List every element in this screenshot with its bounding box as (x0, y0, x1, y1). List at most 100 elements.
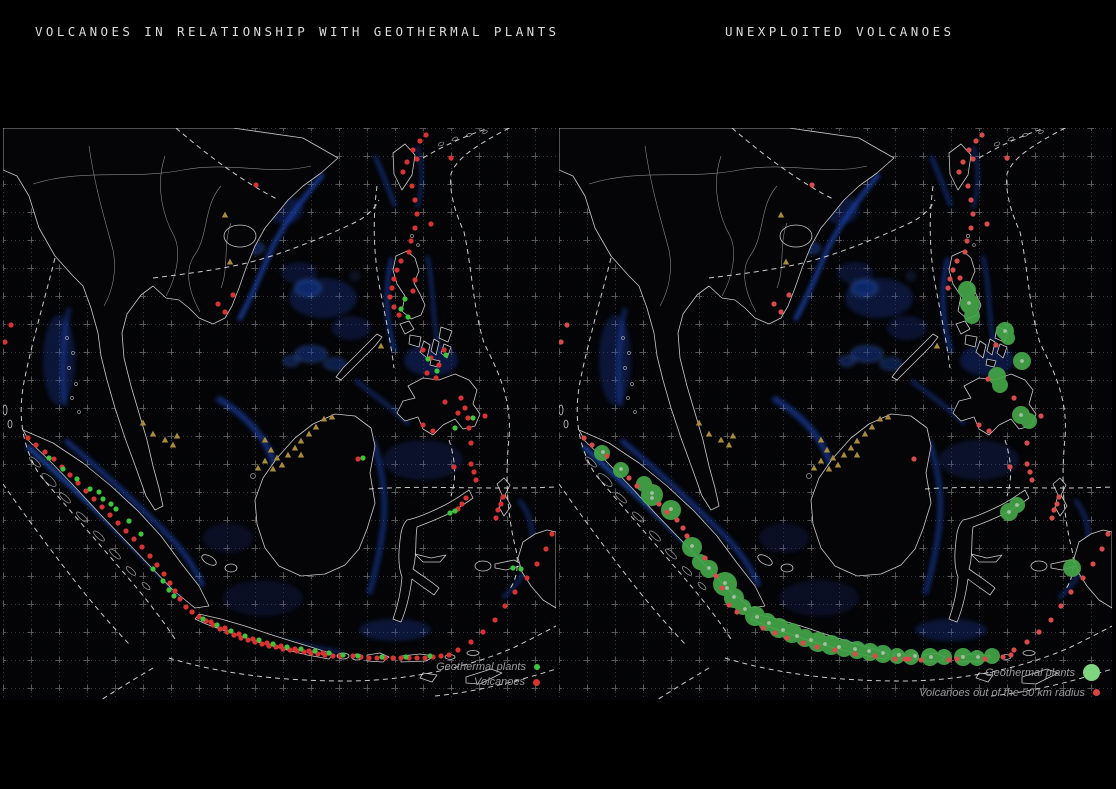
volcano-marker (91, 496, 97, 502)
geothermal-marker (360, 455, 366, 461)
volcano-marker (433, 375, 439, 381)
volcano-out-marker (973, 138, 979, 144)
volcano-marker (410, 288, 416, 294)
volcano-out-marker (702, 555, 708, 561)
volcano-out-marker (1008, 652, 1014, 658)
triangle-marker (278, 461, 286, 468)
volcano-marker (278, 643, 284, 649)
geothermal-marker (447, 510, 453, 516)
volcano-marker (422, 655, 428, 661)
volcano-out-marker (674, 517, 680, 523)
volcano-marker (391, 276, 397, 282)
legend-item-volcanoes: Volcanoes (436, 675, 540, 689)
covered-volcano-marker (743, 607, 747, 611)
covered-volcano-marker (619, 467, 623, 471)
volcano-out-marker (1068, 589, 1074, 595)
volcano-marker (473, 477, 479, 483)
volcano-marker (543, 546, 549, 552)
volcano-out-marker (1007, 464, 1013, 470)
volcano-out-marker (589, 442, 595, 448)
covered-volcano-marker (1003, 329, 1007, 333)
geothermal-marker (398, 306, 404, 312)
geothermal-marker (452, 508, 458, 514)
covered-volcano-marker (1020, 359, 1024, 363)
volcano-marker (67, 472, 73, 478)
triangle-marker (725, 441, 733, 448)
geothermal-zone-icon (1083, 664, 1100, 681)
volcano-marker (139, 544, 145, 550)
triangle-marker (261, 436, 269, 443)
covered-volcano-marker (781, 628, 785, 632)
volcano-marker (222, 309, 228, 315)
legend-label: Volcanoes (474, 676, 525, 688)
volcano-out-marker (684, 533, 690, 539)
geothermal-marker (214, 622, 220, 628)
volcano-out-marker (976, 422, 982, 428)
triangle-marker (933, 342, 941, 349)
triangle-marker (254, 464, 262, 471)
volcano-marker (99, 504, 105, 510)
volcano-out-marker (832, 647, 838, 653)
volcano-out-marker (814, 644, 820, 650)
volcano-out-marker (1029, 477, 1035, 483)
volcano-out-marker (664, 509, 670, 515)
volcano-out-marker (1048, 617, 1054, 623)
geothermal-marker (74, 476, 80, 482)
volcano-marker (465, 415, 471, 421)
volcano-out-marker (809, 182, 815, 188)
covered-volcano-marker (601, 450, 605, 454)
volcano-out-marker (1080, 575, 1086, 581)
volcano-marker (366, 655, 372, 661)
triangle-marker (729, 432, 737, 439)
volcano-marker (471, 469, 477, 475)
covered-volcano-marker (976, 655, 980, 659)
volcano-marker (172, 588, 178, 594)
volcano-marker (306, 648, 312, 654)
covered-volcano-marker (867, 649, 871, 653)
triangle-marker (261, 457, 269, 464)
legend-label: Volcanoes out of the 50 km radius (919, 686, 1085, 699)
volcano-marker (468, 461, 474, 467)
volcano-marker (238, 635, 244, 641)
volcano-marker (390, 655, 396, 661)
geothermal-markers (46, 296, 524, 660)
triangle-marker (876, 415, 884, 422)
triangle-marker (312, 423, 320, 430)
triangle-markers (695, 211, 941, 472)
covered-volcano-marker (967, 301, 971, 305)
volcano-out-marker (964, 238, 970, 244)
legend-label: Geothermal plants (985, 666, 1075, 679)
triangle-marker (847, 444, 855, 451)
legend-item-geothermal: Geothermal plants (436, 660, 540, 674)
volcano-marker (161, 571, 167, 577)
volcano-marker (398, 655, 404, 661)
volcano-marker (396, 312, 402, 318)
volcano-out-marker (911, 456, 917, 462)
volcano-marker (208, 619, 214, 625)
volcano-out-marker (950, 267, 956, 273)
volcano-marker (131, 536, 137, 542)
volcano-marker (177, 596, 183, 602)
volcano-marker (400, 169, 406, 175)
triangle-marker (273, 454, 281, 461)
geothermal-marker (427, 653, 433, 659)
triangle-marker (810, 464, 818, 471)
map-volcanoes-vs-geothermal (3, 128, 556, 700)
triangle-marker (226, 258, 234, 265)
geothermal-marker (87, 486, 93, 492)
volcano-marker (398, 258, 404, 264)
volcano-out-marker (719, 585, 725, 591)
geothermal-zone-marker (992, 377, 1008, 393)
volcano-out-marker (1024, 639, 1030, 645)
volcano-marker (446, 652, 452, 658)
volcano-marker (423, 132, 429, 138)
geothermal-marker (256, 637, 262, 643)
geothermal-zone-marker (1063, 559, 1081, 577)
volcano-out-marker (1011, 647, 1017, 653)
volcano-out-marker (968, 197, 974, 203)
triangle-marker (782, 258, 790, 265)
triangle-marker (267, 446, 275, 453)
volcano-marker (420, 347, 426, 353)
volcano-marker (42, 449, 48, 455)
covered-volcano-marker (795, 634, 799, 638)
